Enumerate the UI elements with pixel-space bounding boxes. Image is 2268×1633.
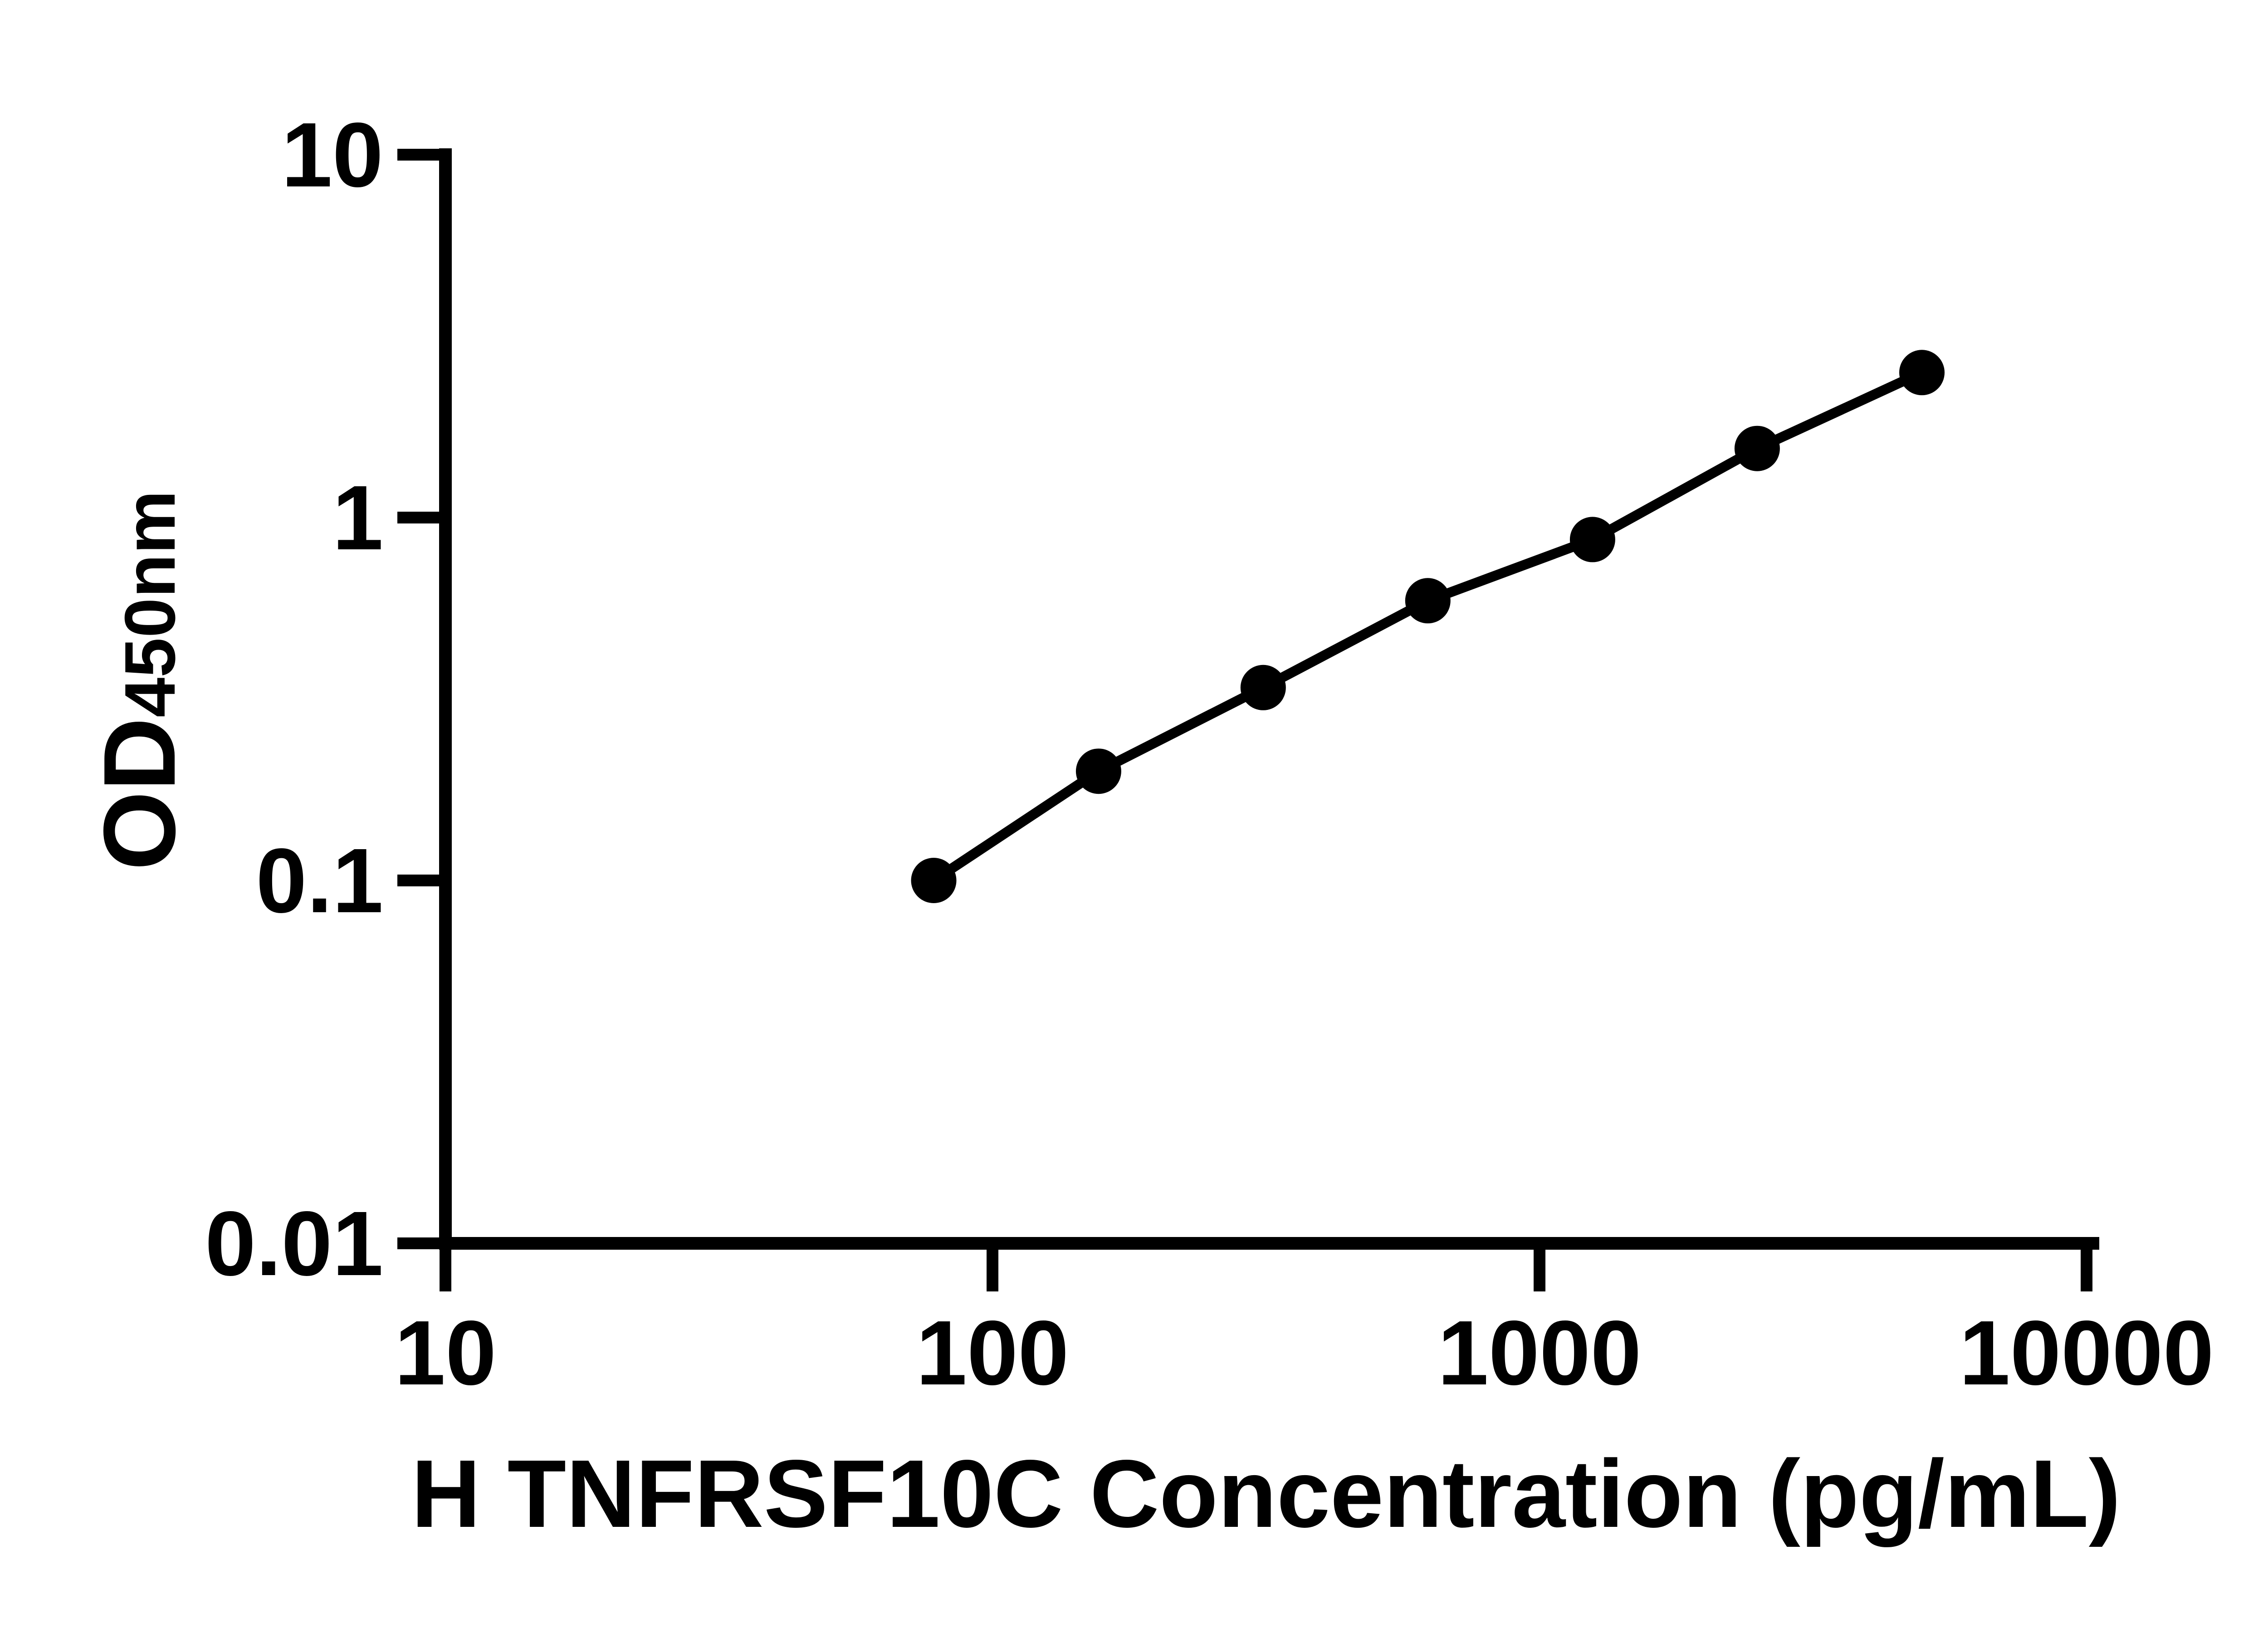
data-point: [1075, 748, 1121, 794]
x-tick-label: 100: [916, 1301, 1069, 1404]
y-tick-label: 0.1: [256, 829, 383, 932]
x-axis-title: H TNFRSF10C Concentration (pg/mL): [411, 1440, 2121, 1547]
x-axis-ticks: [440, 1243, 2092, 1291]
data-point: [1899, 350, 1945, 396]
y-tick-label: 1: [332, 466, 383, 569]
y-axis-title-subscript: 450nm: [110, 490, 190, 718]
x-tick-label: 10000: [1959, 1301, 2214, 1404]
data-point: [1569, 517, 1615, 562]
x-axis-tick-labels: 10 100 1000 10000: [395, 1301, 2214, 1404]
y-axis-title-main: OD: [82, 718, 196, 871]
y-axis-title: OD450nm: [82, 490, 196, 870]
data-point: [911, 858, 957, 903]
y-axis-tick-labels: 10 1 0.1 0.01: [205, 103, 383, 1295]
data-point: [1240, 665, 1286, 710]
data-points: [911, 350, 1945, 903]
x-tick-label: 1000: [1437, 1301, 1641, 1404]
data-point: [1405, 578, 1451, 624]
y-tick-label: 0.01: [205, 1192, 383, 1295]
y-tick-label: 10: [281, 103, 383, 206]
data-point: [1734, 425, 1780, 471]
x-tick-label: 10: [395, 1301, 497, 1404]
y-axis-ticks: [397, 149, 445, 1249]
